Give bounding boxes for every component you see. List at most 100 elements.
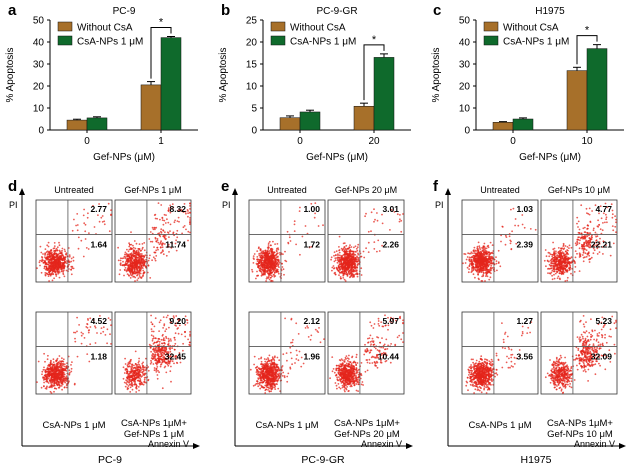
cell-dot xyxy=(160,251,163,254)
cell-dot xyxy=(342,247,345,250)
cell-dot xyxy=(147,259,150,262)
cell-dot xyxy=(170,365,172,368)
cell-dot xyxy=(347,256,350,259)
cell-dot xyxy=(62,272,64,274)
cell-dot xyxy=(340,247,343,250)
cell-dot xyxy=(162,253,165,256)
cell-dot xyxy=(355,353,358,356)
cell-dot xyxy=(127,257,130,260)
cell-dot xyxy=(54,376,56,379)
cell-dot xyxy=(87,331,90,334)
cell-dot xyxy=(149,254,151,257)
cell-dot xyxy=(140,276,143,279)
cell-line-name: PC-9 xyxy=(98,454,122,466)
y-axis-label: % Apoptosis xyxy=(431,47,442,102)
cell-dot xyxy=(270,250,273,253)
cell-dot xyxy=(284,259,287,262)
cell-dot xyxy=(56,365,59,367)
cell-dot xyxy=(263,265,266,267)
cell-dot xyxy=(370,211,373,214)
cell-dot xyxy=(131,363,134,366)
cell-dot xyxy=(154,355,157,358)
cell-dot xyxy=(278,359,281,362)
cell-dot xyxy=(97,214,99,216)
cell-dot xyxy=(54,373,57,375)
cell-dot xyxy=(55,359,57,362)
cell-dot xyxy=(101,221,104,223)
cell-dot xyxy=(344,280,347,282)
cell-dot xyxy=(128,245,131,248)
cell-dot xyxy=(381,244,383,247)
cell-dot xyxy=(189,221,191,223)
legend-swatch xyxy=(270,21,286,32)
cell-dot xyxy=(256,250,259,252)
cell-dot xyxy=(165,214,167,216)
cell-dot xyxy=(254,384,257,386)
cell-dot xyxy=(49,390,52,393)
cell-dot xyxy=(110,209,112,211)
cell-dot xyxy=(385,354,388,357)
cell-dot xyxy=(165,346,168,349)
legend-swatch xyxy=(270,35,286,46)
cell-dot xyxy=(141,243,144,245)
cell-dot xyxy=(130,252,133,254)
cell-dot xyxy=(126,248,128,251)
cell-dot xyxy=(55,362,58,365)
cell-dot xyxy=(59,252,62,254)
cell-dot xyxy=(156,238,159,240)
cell-dot xyxy=(131,260,134,263)
cell-dot xyxy=(136,274,138,277)
cell-dot xyxy=(117,246,119,249)
cell-dot xyxy=(274,243,276,245)
cell-dot xyxy=(268,370,270,373)
cell-dot xyxy=(152,348,155,351)
cell-dot xyxy=(51,261,54,264)
cell-dot xyxy=(156,363,158,366)
cell-dot xyxy=(266,369,268,372)
cell-dot xyxy=(373,248,376,250)
cell-dot xyxy=(331,269,333,272)
cell-dot xyxy=(128,373,130,375)
cell-dot xyxy=(158,343,161,346)
cell-dot xyxy=(40,271,43,274)
cell-dot xyxy=(155,348,157,351)
cell-dot xyxy=(374,347,377,350)
cell-dot xyxy=(41,256,44,259)
cell-dot xyxy=(300,365,303,368)
cell-dot xyxy=(64,250,66,253)
cell-dot xyxy=(310,202,313,205)
cell-dot xyxy=(129,261,132,263)
cell-dot xyxy=(275,383,277,385)
cell-dot xyxy=(346,273,349,275)
cell-dot xyxy=(66,260,68,262)
cell-dot xyxy=(256,368,258,371)
cell-dot xyxy=(45,251,48,254)
cell-dot xyxy=(42,377,45,380)
cell-dot xyxy=(267,244,270,246)
cell-dot xyxy=(88,329,90,331)
scatter-plot: 1.001.72 xyxy=(248,199,326,283)
annexin-axis-arrow xyxy=(193,443,200,449)
cell-dot xyxy=(134,252,137,255)
cell-dot xyxy=(65,269,68,272)
cell-dot xyxy=(136,370,139,372)
cell-dot xyxy=(149,346,152,349)
cell-dot xyxy=(49,249,52,252)
cell-dot xyxy=(334,254,337,257)
cell-dot xyxy=(161,216,164,219)
cell-dot xyxy=(89,317,92,320)
cell-dot xyxy=(127,381,130,383)
cell-dot xyxy=(258,262,261,265)
cell-dot xyxy=(144,254,147,257)
cell-dot xyxy=(37,360,40,363)
cell-dot xyxy=(262,273,265,276)
cell-dot xyxy=(277,263,280,266)
y-tick-label: 20 xyxy=(246,38,258,49)
cell-dot xyxy=(158,371,161,374)
cell-dot xyxy=(40,386,43,389)
panel-label-e: e xyxy=(221,178,230,195)
cell-dot xyxy=(47,382,50,384)
cell-dot xyxy=(128,383,131,386)
cell-dot xyxy=(313,216,316,219)
